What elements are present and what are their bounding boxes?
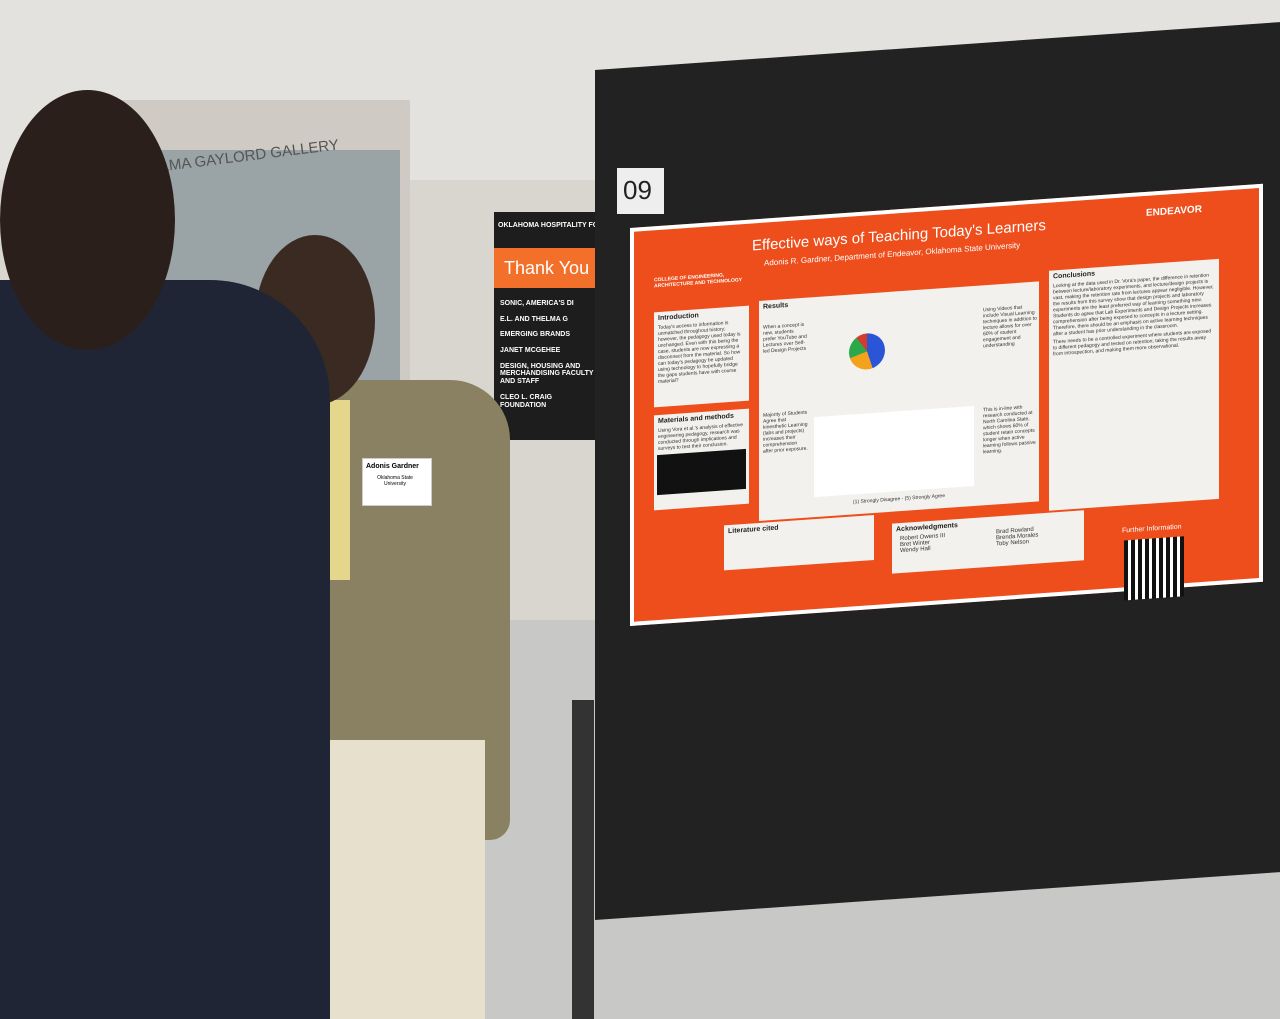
name-tag-name: Adonis Gardner (366, 463, 419, 470)
donor-banner-text: Thank You (504, 258, 590, 278)
poster: Effective ways of Teaching Today's Learn… (630, 183, 1263, 626)
donor-line: SONIC, AMERICA'S DI (500, 300, 574, 307)
donor-line: CLEO L. CRAIG FOUNDATION (500, 393, 553, 409)
methods-box: Materials and methods Using Vora et al.'s… (654, 408, 749, 511)
donor-line: JANET MCGEHEE (500, 347, 561, 355)
qr-code (1124, 536, 1184, 601)
donor-line: DESIGN, HOUSING AND MERCHANDISING FACULT… (500, 362, 594, 386)
visitor-body (0, 280, 330, 1019)
results-box: Results When a concept is new, students … (759, 281, 1039, 521)
pie-chart (849, 332, 885, 371)
donor-heading: OKLAHOMA HOSPITALITY FOU (498, 222, 596, 229)
results-note: Using Videos that include Visual Learnin… (983, 304, 1037, 350)
name-tag-school: Oklahoma State University (377, 475, 413, 487)
intro-box: Introduction Today's access to informatio… (654, 305, 749, 408)
poster-college: COLLEGE OF ENGINEERING, ARCHITECTURE AND… (654, 272, 743, 290)
results-note: This is in-line with research conducted … (983, 404, 1036, 456)
literature-heading: Literature cited (728, 524, 779, 536)
donor-banner (494, 248, 598, 288)
board-stand (572, 700, 594, 1019)
methods-chart (657, 448, 746, 496)
donor-line: EMERGING BRANDS (500, 331, 571, 339)
poster-program: ENDEAVOR (1146, 204, 1202, 219)
literature-box: Literature cited (724, 514, 874, 571)
donor-line: E.L. AND THELMA G (500, 315, 568, 323)
methods-text: Using Vora et al.'s analysis of effectiv… (658, 422, 744, 453)
number-card (617, 168, 664, 214)
ack-box: Acknowledgments Robert Owens III Bret Wint… (892, 510, 1084, 574)
results-scale: (1) Strongly Disagree - (5) Strongly Agr… (853, 492, 945, 506)
visitor-head (0, 90, 175, 350)
board-number: 09 (623, 175, 652, 205)
donor-lines: SONIC, AMERICA'S DI E.L. AND THELMA G EMER… (500, 300, 596, 417)
name-tag (362, 458, 432, 506)
conclusions-text: Looking at the data used in Dr. Vora's p… (1053, 272, 1214, 338)
conclusions-box: Conclusions Looking at the data used in D… (1049, 258, 1219, 511)
bar-chart (814, 405, 974, 498)
intro-text: Today's access to information is unmatch… (658, 320, 741, 386)
results-note: Majority of Students Agree that kinesthe… (763, 409, 808, 455)
further-info: Further Information (1122, 523, 1182, 535)
results-note: When a concept is new, students prefer Y… (763, 321, 807, 355)
